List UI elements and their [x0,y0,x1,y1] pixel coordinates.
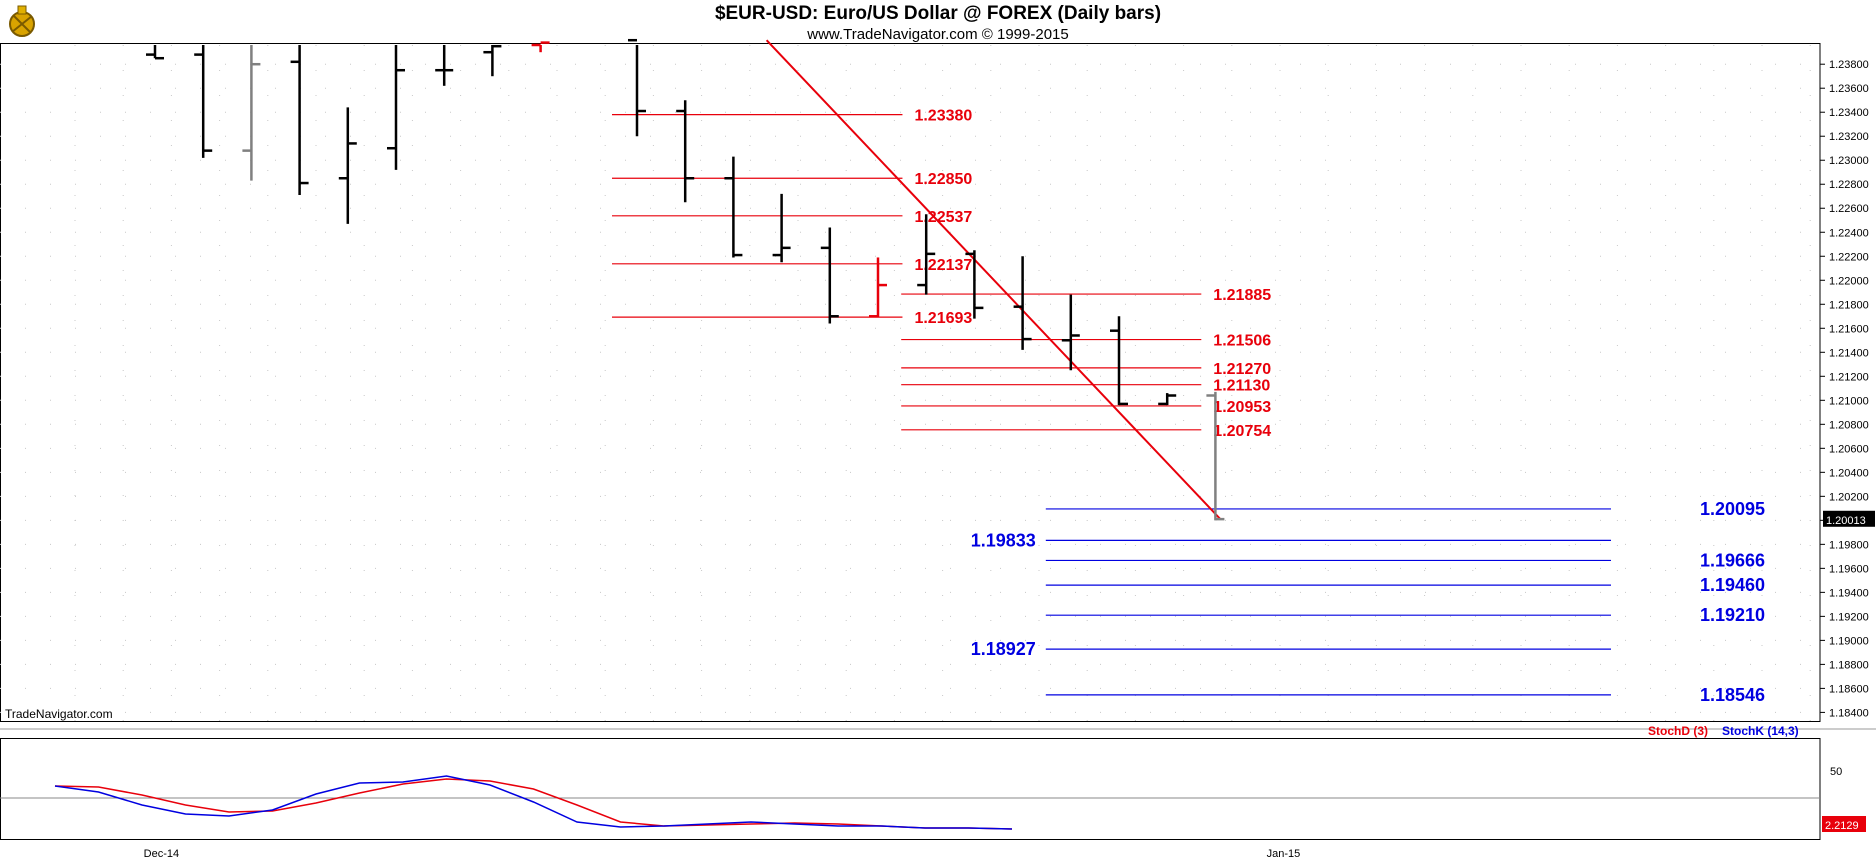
level-label: 1.19460 [1700,575,1765,595]
stoch-series-line [54,778,1013,830]
level-label: 1.21506 [1213,333,1271,350]
level-label: 1.20953 [1213,399,1271,416]
level-label: 1.19210 [1700,605,1765,625]
y-tick-label: 1.18800 [1829,659,1869,671]
y-tick-label: 1.19800 [1829,539,1869,551]
level-label: 1.20754 [1213,423,1271,440]
level-label: 1.21693 [914,310,972,327]
y-tick-label: 1.22800 [1829,179,1869,191]
stoch-series-line [54,775,1013,830]
y-tick-label: 1.23800 [1829,59,1869,71]
level-label: 1.21885 [1213,287,1271,304]
level-label: 1.21130 [1213,378,1270,395]
y-tick-label: 1.22600 [1829,203,1869,215]
y-tick-label: 1.23400 [1829,107,1869,119]
level-label: 1.23380 [914,108,972,125]
y-tick-label: 1.23200 [1829,131,1869,143]
trade-navigator-logo [2,2,42,42]
y-tick-label: 1.19400 [1829,587,1869,599]
level-label: 1.22137 [914,257,972,274]
y-tick-label: 1.20200 [1829,491,1869,503]
y-tick-label: 1.20400 [1829,467,1869,479]
last-price-label: 1.20013 [1826,515,1866,527]
level-label: 1.19666 [1700,550,1765,570]
y-tick-label: 1.19000 [1829,635,1869,647]
chart-title: $EUR-USD: Euro/US Dollar @ FOREX (Daily … [714,3,1162,24]
y-tick-label: 1.18600 [1829,683,1869,695]
y-tick-label: 1.22000 [1829,275,1869,287]
y-tick-label: 1.22400 [1829,227,1869,239]
y-tick-label: 1.21000 [1829,395,1869,407]
chart-subtitle: www.TradeNavigator.com © 1999-2015 [807,26,1069,43]
y-tick-label: 1.22200 [1829,251,1869,263]
y-tick-label: 1.18400 [1829,707,1869,719]
y-tick-label: 1.23600 [1829,83,1869,95]
y-tick-label: 1.19600 [1829,563,1869,575]
y-tick-label: 1.20800 [1829,419,1869,431]
y-tick-label: 1.21400 [1829,347,1869,359]
watermark: TradeNavigator.com [5,707,113,721]
level-label: 1.21270 [1213,361,1271,378]
main-plot-frame [0,43,1821,722]
level-label: 1.18927 [971,639,1036,659]
y-tick-label: 1.21200 [1829,371,1869,383]
x-tick-label: Dec-14 [144,848,179,860]
y-tick-label: 1.20600 [1829,443,1869,455]
x-tick-label: Jan-15 [1267,848,1301,860]
stoch-legend-d: StochD (3) [1648,724,1708,738]
stoch-last-label: 2.2129 [1825,820,1859,832]
stoch-plot-frame [0,738,1821,840]
trendline [765,39,1222,520]
y-tick-label: 1.23000 [1829,155,1869,167]
y-tick-label: 1.21600 [1829,323,1869,335]
level-label: 1.18546 [1700,685,1765,705]
y-tick-label: 1.19200 [1829,611,1869,623]
level-label: 1.19833 [971,530,1036,550]
stoch-legend-k: StochK (14,3) [1722,724,1799,738]
last-price-box [1823,510,1875,527]
y-tick-label: 1.21800 [1829,299,1869,311]
level-label: 1.22850 [914,171,972,188]
level-label: 1.20095 [1700,499,1765,519]
stoch-y-tick-label: 50 [1830,766,1842,778]
stoch-last-box [1822,816,1866,832]
level-label: 1.22537 [914,209,972,226]
